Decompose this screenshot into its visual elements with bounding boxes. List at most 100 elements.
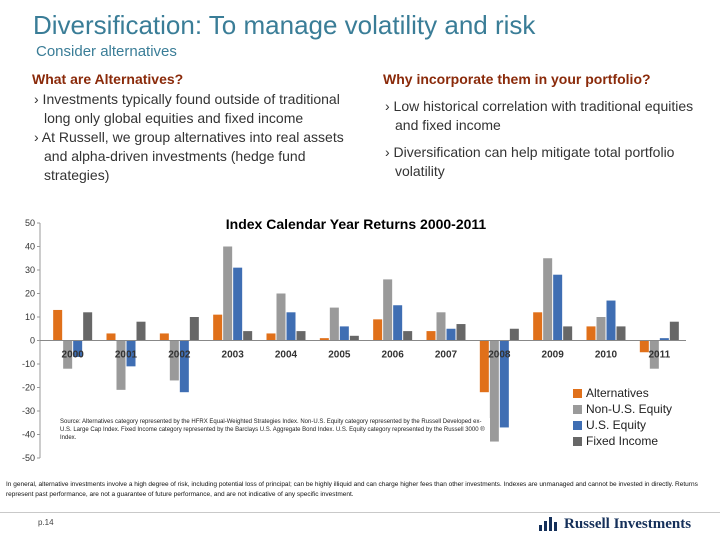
bar-2004-fixed-income — [296, 331, 306, 341]
left-bullet-2: › At Russell, we group alternatives into… — [34, 129, 344, 183]
bar-2004-u-s-equity — [286, 312, 296, 341]
bar-2006-u-s-equity — [393, 305, 403, 341]
bar-2003-fixed-income — [243, 331, 253, 341]
bar-2003-alternatives — [213, 314, 223, 341]
x-tick-label-2010: 2010 — [595, 350, 618, 361]
bar-2009-non-u-s-equity — [543, 258, 553, 341]
bar-2011-non-u-s-equity — [649, 340, 659, 369]
bar-2005-alternatives — [319, 338, 329, 341]
bar-2008-non-u-s-equity — [489, 340, 499, 442]
x-tick-label-2011: 2011 — [648, 350, 670, 361]
legend-swatch-3 — [573, 437, 582, 446]
right-column-heading: Why incorporate them in your portfolio? — [383, 71, 651, 87]
bar-2007-alternatives — [426, 331, 436, 341]
bar-2009-alternatives — [533, 312, 543, 341]
y-tick-label: -30 — [22, 406, 35, 416]
legend-label-3: Fixed Income — [586, 434, 658, 448]
y-tick-label: 0 — [30, 336, 35, 346]
bar-2001-fixed-income — [136, 321, 146, 341]
x-tick-label-2005: 2005 — [328, 350, 351, 361]
logo-text: Russell Investments — [564, 515, 692, 532]
y-tick-label: 20 — [25, 289, 35, 299]
x-tick-label-2001: 2001 — [115, 350, 138, 361]
legend-label-2: U.S. Equity — [586, 418, 646, 432]
bar-2008-alternatives — [479, 340, 489, 393]
bar-2000-fixed-income — [83, 312, 93, 341]
bar-2011-u-s-equity — [659, 338, 669, 341]
y-tick-label: 30 — [25, 265, 35, 275]
bar-2003-non-u-s-equity — [223, 246, 233, 341]
y-tick-label: 10 — [25, 312, 35, 322]
y-tick-label: -10 — [22, 359, 35, 369]
chart-source-note: Source: Alternatives category represente… — [60, 418, 490, 442]
x-tick-label-2006: 2006 — [382, 350, 405, 361]
chart-legend: Alternatives Non-U.S. Equity U.S. Equity Fi… — [567, 383, 685, 453]
bar-2000-non-u-s-equity — [63, 340, 73, 369]
bar-2004-alternatives — [266, 333, 276, 341]
legend-swatch-2 — [573, 421, 582, 430]
bar-2011-fixed-income — [669, 321, 679, 341]
legend-swatch-1 — [573, 405, 582, 414]
footer-divider — [0, 512, 720, 513]
legend-label-0: Alternatives — [586, 386, 649, 400]
y-tick-label: 50 — [25, 218, 35, 228]
bar-2004-non-u-s-equity — [276, 293, 286, 341]
bar-2007-u-s-equity — [446, 328, 456, 341]
x-tick-label-2003: 2003 — [222, 350, 245, 361]
y-tick-label: -20 — [22, 383, 35, 393]
x-tick-label-2009: 2009 — [542, 350, 565, 361]
bar-2010-fixed-income — [616, 326, 626, 341]
risk-disclaimer: In general, alternative investments invo… — [6, 481, 698, 498]
y-tick-label: -40 — [22, 430, 35, 440]
bar-2010-alternatives — [586, 326, 596, 341]
bar-2007-non-u-s-equity — [436, 312, 446, 341]
bar-2002-fixed-income — [189, 317, 199, 341]
right-bullet-1: › Low historical correlation with tradit… — [385, 98, 694, 133]
x-tick-label-2008: 2008 — [488, 350, 511, 361]
bar-2010-non-u-s-equity — [596, 317, 606, 341]
bar-2006-alternatives — [373, 319, 383, 341]
page-title: Diversification: To manage volatility an… — [33, 10, 536, 40]
right-bullet-2: › Diversification can help mitigate tota… — [385, 144, 675, 179]
russell-logo: Russell Investments — [538, 514, 691, 534]
bar-2009-fixed-income — [563, 326, 573, 341]
bar-2000-u-s-equity — [73, 340, 83, 357]
bar-2002-u-s-equity — [179, 340, 189, 393]
bar-2006-non-u-s-equity — [383, 279, 393, 341]
russell-logo-icon — [539, 517, 557, 531]
y-tick-label: 40 — [25, 242, 35, 252]
returns-bar-chart: Index Calendar Year Returns 2000-2011 50… — [22, 216, 686, 463]
bar-2001-u-s-equity — [126, 340, 136, 367]
page-subtitle: Consider alternatives — [36, 43, 177, 60]
bar-2007-fixed-income — [456, 324, 466, 341]
y-tick-label: -50 — [22, 453, 35, 463]
bar-2003-u-s-equity — [233, 267, 243, 341]
bar-2001-non-u-s-equity — [116, 340, 126, 390]
bar-2002-non-u-s-equity — [169, 340, 179, 381]
bar-2005-non-u-s-equity — [329, 307, 339, 341]
chart-title: Index Calendar Year Returns 2000-2011 — [226, 216, 487, 232]
bar-2010-u-s-equity — [606, 300, 616, 341]
legend-background — [567, 383, 685, 453]
bar-2000-alternatives — [53, 309, 63, 341]
x-tick-label-2004: 2004 — [275, 350, 298, 361]
page-number: p.14 — [38, 518, 54, 527]
alternatives-definition-column: What are Alternatives? › Investments typ… — [32, 70, 367, 185]
x-tick-label-2007: 2007 — [435, 350, 458, 361]
bar-2011-alternatives — [639, 340, 649, 353]
legend-label-1: Non-U.S. Equity — [586, 402, 672, 416]
bar-2008-u-s-equity — [499, 340, 509, 428]
bar-2005-u-s-equity — [339, 326, 349, 341]
legend-swatch-0 — [573, 389, 582, 398]
x-tick-label-2002: 2002 — [168, 350, 191, 361]
x-tick-label-2000: 2000 — [62, 350, 85, 361]
bar-2005-fixed-income — [349, 335, 359, 341]
bar-2001-alternatives — [106, 333, 116, 341]
left-bullet-1: › Investments typically found outside of… — [34, 91, 340, 126]
bar-2002-alternatives — [159, 333, 169, 341]
portfolio-reasons-column: Why incorporate them in your portfolio? … — [383, 70, 713, 181]
bar-2006-fixed-income — [403, 331, 413, 341]
bar-2008-fixed-income — [509, 328, 519, 341]
bar-2009-u-s-equity — [553, 274, 563, 341]
